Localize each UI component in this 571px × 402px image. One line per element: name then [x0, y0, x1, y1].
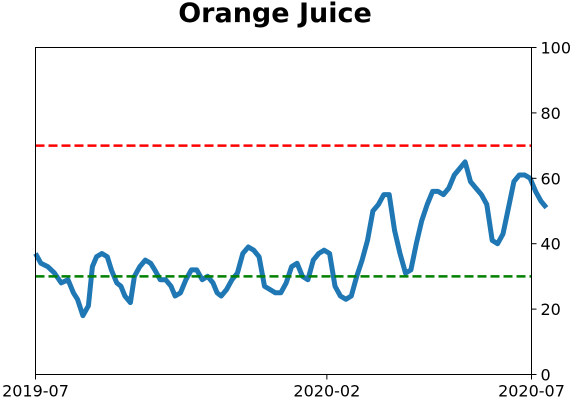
y-tick-label: 20 — [541, 300, 561, 319]
y-tick-label: 40 — [541, 235, 561, 254]
plot-frame — [35, 47, 532, 375]
plot-area — [33, 144, 549, 319]
x-tick-label: 2020-07 — [498, 382, 565, 401]
x-tick-label: 2020-02 — [293, 382, 360, 401]
x-tick-label: 2019-07 — [2, 382, 69, 401]
x-axis: 2019-07 2020-02 2020-07 — [2, 374, 565, 401]
series-line-0 — [33, 159, 549, 319]
chart-title: Orange Juice — [178, 0, 372, 29]
y-tick-label: 0 — [541, 366, 551, 385]
y-tick-label: 80 — [541, 104, 561, 123]
y-tick-label: 100 — [541, 39, 571, 58]
y-axis-right: 0 20 40 60 80 100 — [531, 39, 571, 385]
y-tick-label: 60 — [541, 169, 561, 188]
